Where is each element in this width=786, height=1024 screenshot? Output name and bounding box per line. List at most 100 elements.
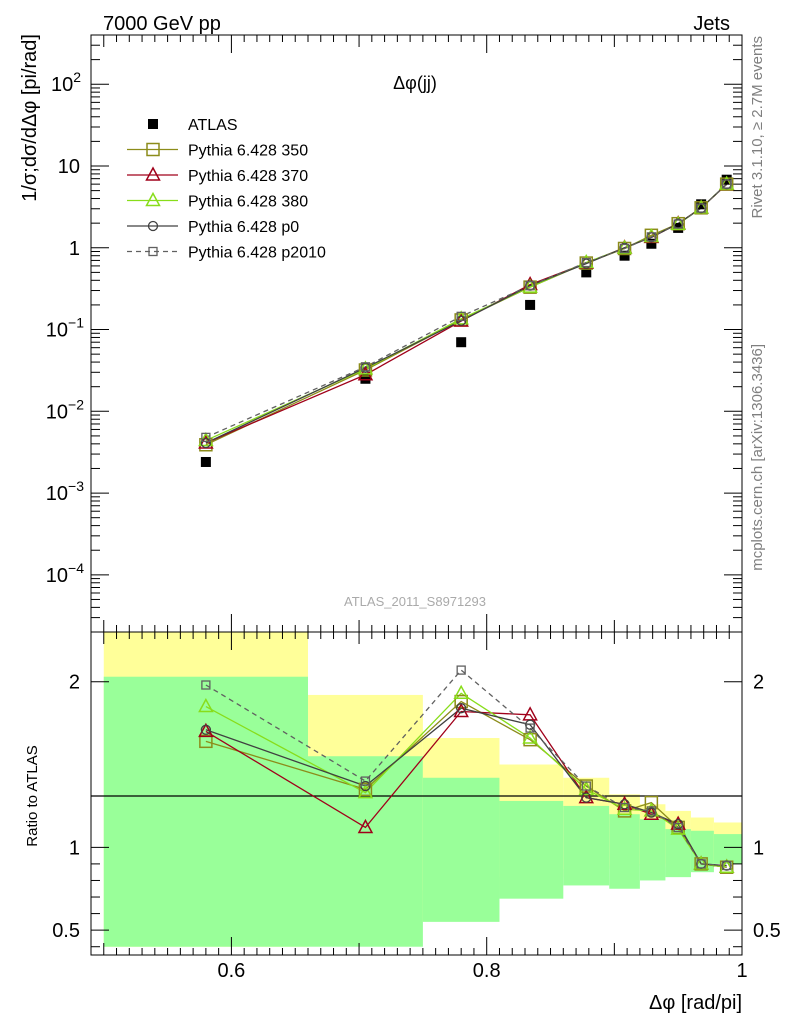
ratio-inner-band	[103, 676, 308, 947]
main-y-tick-label: 1	[69, 238, 80, 260]
ratio-point-p0	[200, 724, 212, 735]
ratio-point-p2010	[525, 723, 535, 733]
main-point-atlas	[200, 456, 211, 467]
main-y-tick-label: 102	[51, 69, 81, 96]
main-y-tick-label: 10−3	[46, 478, 84, 505]
x-tick-label: 1	[736, 960, 747, 982]
legend-label-atlas: ATLAS	[188, 117, 238, 134]
legend-label-p380: Pythia 6.428 380	[188, 194, 308, 211]
ratio-point-p0	[581, 792, 592, 803]
main-y-tick-label: 10−4	[46, 560, 84, 587]
ratio-point-p370	[357, 818, 374, 834]
main-y-axis-label: 1/σ;dσ/dΔφ [pi/rad]	[19, 34, 41, 202]
ratio-y-tick-label-right: 2	[753, 672, 764, 694]
legend-marker-p0	[147, 220, 159, 232]
main-line-p2010	[205, 183, 728, 438]
ratio-point-p0	[456, 703, 467, 714]
ratio-point-p350	[617, 804, 632, 818]
ratio-point-p350	[358, 782, 373, 797]
main-y-tick-label: 10	[58, 156, 80, 178]
main-plot-title: Δφ(jj)	[393, 73, 437, 93]
main-y-tick-labels: 10−4 10−3 10−2 10−1 1 10 102	[46, 69, 84, 587]
main-point-p380	[357, 360, 374, 375]
main-point-p2010	[696, 203, 706, 213]
legend-marker-p2010	[148, 246, 158, 257]
ratio-line-p0	[205, 707, 727, 867]
legend-label-p370: Pythia 6.428 370	[188, 168, 308, 185]
ratio-point-p370	[522, 706, 538, 721]
ratio-series-lines	[205, 669, 727, 868]
main-point-atlas	[619, 250, 630, 261]
ratio-point-p380	[578, 780, 595, 796]
ratio-point-p2010	[456, 665, 466, 675]
ratio-inner-band	[563, 805, 610, 886]
main-point-p2010	[673, 219, 683, 229]
legend-label-p2010: Pythia 6.428 p2010	[188, 245, 326, 262]
main-point-atlas	[581, 267, 592, 278]
ratio-point-p2010	[673, 822, 683, 833]
main-series-markers	[198, 174, 735, 467]
ratio-series-markers	[198, 665, 735, 874]
ratio-plot-panel: Ratio to ATLAS 0.5 0.5 1 1 2 2 0.6 0.8 1 Δφ [rad…	[24, 631, 781, 1014]
ratio-point-p2010	[201, 680, 211, 690]
main-point-p2010	[456, 311, 466, 321]
ratio-point-p380	[718, 858, 735, 873]
ratio-inner-band	[609, 814, 640, 889]
ratio-point-p380	[453, 684, 469, 700]
main-plot-panel: Δφ(jj) ATLAS_2011_S8971293 1/σ;dσ/dΔφ [p…	[19, 34, 743, 633]
main-point-p380	[670, 215, 686, 230]
main-point-atlas	[456, 337, 467, 348]
main-point-p0	[200, 437, 212, 449]
main-point-atlas	[646, 238, 657, 249]
ratio-point-p380	[198, 697, 214, 713]
header-collision-label: 7000 GeV pp	[103, 13, 221, 35]
legend-marker-p350	[146, 142, 160, 157]
ratio-y-axis-label: Ratio to ATLAS	[24, 745, 41, 846]
main-point-atlas	[360, 373, 371, 384]
main-y-tick-label: 10−2	[46, 396, 84, 423]
ratio-y-tick-label: 0.5	[52, 920, 80, 942]
main-point-p2010	[525, 280, 535, 291]
main-point-p380	[522, 278, 538, 293]
legend-label-p350: Pythia 6.428 350	[188, 143, 308, 160]
main-point-p2010	[581, 257, 591, 268]
ratio-plot-frame	[90, 631, 743, 956]
main-point-p350	[358, 363, 373, 377]
ratio-inner-band	[422, 777, 500, 922]
ratio-point-p350	[199, 734, 213, 749]
ratio-point-p350	[454, 694, 468, 709]
main-y-tick-label: 10−1	[46, 315, 84, 342]
rivet-version-label: Rivet 3.1.10, ≥ 2.7M events	[749, 36, 766, 219]
ratio-inner-band	[713, 834, 742, 864]
main-point-atlas	[525, 299, 536, 310]
mcplots-reference-label: mcplots.cern.ch [arXiv:1306.3436]	[749, 344, 766, 571]
ratio-point-p0	[360, 780, 371, 792]
ratio-y-tick-label-right: 0.5	[753, 920, 781, 942]
legend-label-p0: Pythia 6.428 p0	[188, 219, 299, 236]
ratio-point-p2010	[696, 859, 706, 869]
main-point-p2010	[201, 432, 211, 443]
main-point-p2010	[619, 243, 630, 254]
main-point-p2010	[646, 232, 657, 242]
x-tick-label: 0.6	[218, 960, 246, 982]
ratio-point-p370	[643, 805, 660, 820]
ratio-point-p2010	[722, 860, 732, 871]
ratio-inner-band	[499, 800, 564, 899]
ratio-y-tick-label: 1	[69, 837, 80, 859]
ratio-line-p2010	[205, 669, 727, 867]
legend-marker-p370	[145, 166, 161, 181]
header-observable-label: Jets	[693, 13, 730, 35]
ratio-point-p2010	[646, 806, 657, 816]
main-point-p2010	[360, 362, 371, 372]
legend: ATLAS Pythia 6.428 350 Pythia 6.428 370 Pyt…	[127, 117, 326, 262]
ratio-point-p370	[453, 702, 469, 718]
x-axis-label: Δφ [rad/pi]	[649, 992, 742, 1014]
ratio-point-p2010	[619, 802, 630, 813]
ratio-point-p2010	[581, 781, 591, 791]
main-point-p2010	[722, 179, 732, 189]
ratio-uncertainty-bands	[103, 632, 742, 947]
ratio-tick-labels: 0.5 0.5 1 1 2 2 0.6 0.8 1	[52, 672, 781, 982]
ratio-inner-band	[665, 829, 691, 878]
ratio-inner-band	[639, 819, 666, 881]
